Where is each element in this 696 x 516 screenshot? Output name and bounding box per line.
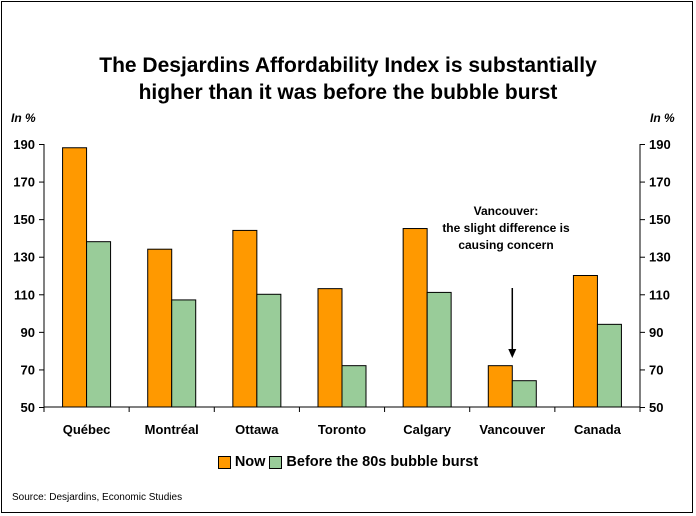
legend-label-before: Before the 80s bubble burst — [286, 454, 479, 470]
y-tick-label-right: 50 — [649, 400, 663, 415]
y-tick-label-right: 90 — [649, 325, 663, 340]
bar-before — [511, 380, 537, 408]
y-tick-label-left: 110 — [14, 287, 35, 302]
x-category-label: Canada — [574, 422, 622, 437]
y-tick-label-left: 130 — [13, 250, 35, 265]
y-tick-label-left: 190 — [13, 137, 35, 152]
bar-now — [402, 228, 428, 408]
bar-now — [572, 275, 598, 408]
legend: Now Before the 80s bubble burst — [0, 454, 696, 470]
vancouver-annotation: Vancouver: the slight difference is caus… — [442, 204, 570, 252]
bar-now — [62, 147, 88, 408]
x-category-label: Ottawa — [235, 422, 279, 437]
legend-swatch-now — [217, 455, 231, 469]
x-category-label: Vancouver — [479, 422, 545, 437]
y-tick-label-left: 170 — [13, 175, 35, 190]
legend-item-now: Now — [217, 454, 266, 470]
bar-before — [256, 293, 282, 408]
bar-before — [426, 291, 452, 408]
bar-now — [232, 229, 258, 408]
y-tick-label-right: 190 — [649, 137, 671, 152]
legend-swatch-before — [269, 455, 283, 469]
annotation-arrow-head — [508, 349, 517, 358]
y-tick-label-right: 130 — [649, 250, 671, 265]
source-note: Source: Desjardins, Economic Studies — [12, 492, 183, 503]
y-tick-label-left: 90 — [21, 325, 35, 340]
legend-item-before: Before the 80s bubble burst — [269, 454, 478, 470]
y-tick-label-right: 70 — [649, 362, 663, 377]
title-line-1: The Desjardins Affordability Index is su… — [99, 54, 597, 77]
bar-now — [317, 288, 343, 408]
x-category-label: Québec — [63, 422, 111, 437]
chart-title: The Desjardins Affordability Index is su… — [0, 52, 696, 106]
left-axis-unit: In % — [11, 111, 36, 125]
y-tick-label-right: 110 — [649, 287, 670, 302]
bar-now — [487, 365, 513, 408]
y-tick-label-right: 150 — [649, 212, 671, 227]
right-axis-unit: In % — [650, 111, 675, 125]
bar-before — [596, 323, 622, 408]
bar-now — [147, 248, 173, 408]
bar-before — [171, 299, 197, 408]
x-category-label: Montréal — [145, 422, 199, 437]
y-tick-label-left: 70 — [21, 362, 35, 377]
y-tick-label-left: 50 — [21, 400, 35, 415]
y-tick-label-right: 170 — [649, 175, 671, 190]
x-category-label: Toronto — [318, 422, 366, 437]
title-line-2: higher than it was before the bubble bur… — [138, 81, 558, 104]
x-category-label: Calgary — [403, 422, 451, 437]
bar-before — [86, 241, 112, 408]
legend-label-now: Now — [234, 454, 266, 470]
bar-before — [341, 365, 367, 408]
y-tick-label-left: 150 — [13, 212, 35, 227]
